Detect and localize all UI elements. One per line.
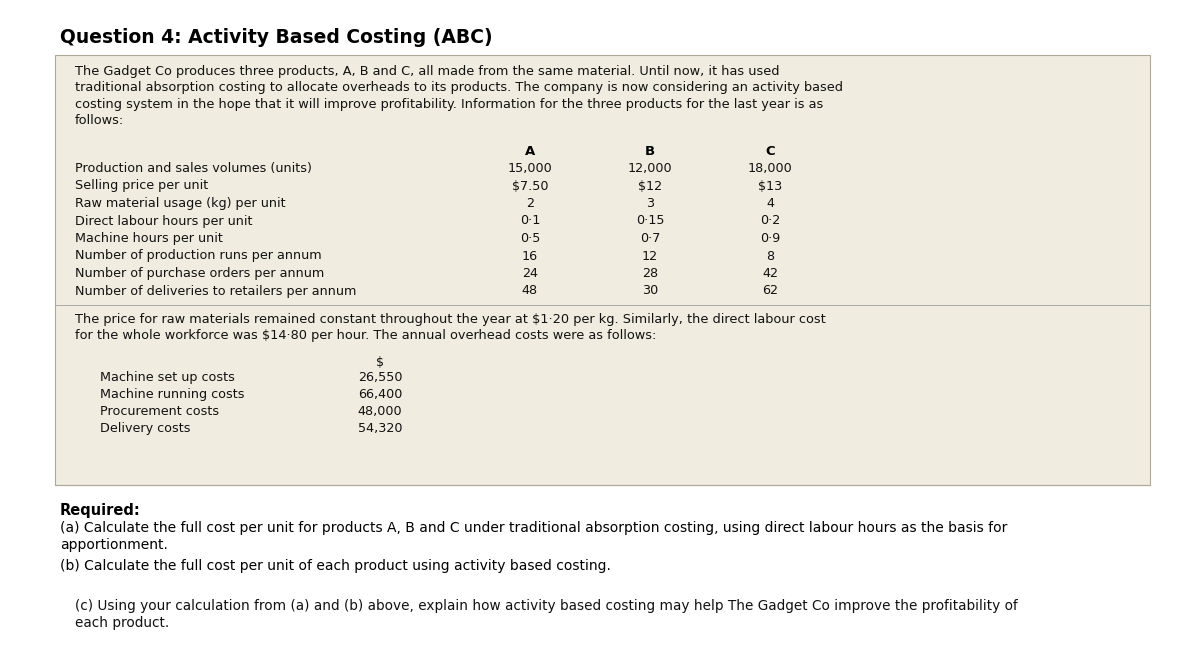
Text: apportionment.: apportionment. [60,538,168,552]
Text: 30: 30 [642,284,658,298]
Text: $12: $12 [638,180,662,192]
Text: Machine set up costs: Machine set up costs [100,371,235,384]
Text: Procurement costs: Procurement costs [100,405,220,418]
Text: 0·7: 0·7 [640,232,660,245]
Text: Question 4: Activity Based Costing (ABC): Question 4: Activity Based Costing (ABC) [60,28,493,47]
Text: 2: 2 [526,197,534,210]
Text: Required:: Required: [60,503,140,518]
Text: 3: 3 [646,197,654,210]
Text: (c) Using your calculation from (a) and (b) above, explain how activity based co: (c) Using your calculation from (a) and … [74,599,1018,613]
FancyBboxPatch shape [55,55,1150,485]
Text: 4: 4 [766,197,774,210]
Text: Raw material usage (kg) per unit: Raw material usage (kg) per unit [74,197,286,210]
Text: 18,000: 18,000 [748,162,792,175]
Text: 12,000: 12,000 [628,162,672,175]
Text: Direct labour hours per unit: Direct labour hours per unit [74,215,252,227]
Text: 0·5: 0·5 [520,232,540,245]
Text: The price for raw materials remained constant throughout the year at $1·20 per k: The price for raw materials remained con… [74,313,826,326]
Text: 12: 12 [642,249,658,263]
Text: 48: 48 [522,284,538,298]
Text: C: C [766,145,775,158]
Text: The Gadget Co produces three products, A, B and C, all made from the same materi: The Gadget Co produces three products, A… [74,65,780,78]
Text: 48,000: 48,000 [358,405,402,418]
Text: 0·15: 0·15 [636,215,665,227]
Text: 26,550: 26,550 [358,371,402,384]
Text: 42: 42 [762,267,778,280]
Text: $: $ [376,356,384,369]
Text: B: B [644,145,655,158]
Text: (a) Calculate the full cost per unit for products A, B and C under traditional a: (a) Calculate the full cost per unit for… [60,521,1007,535]
Text: 0·9: 0·9 [760,232,780,245]
Text: 16: 16 [522,249,538,263]
Text: each product.: each product. [74,616,169,630]
Text: $7.50: $7.50 [511,180,548,192]
Text: Production and sales volumes (units): Production and sales volumes (units) [74,162,312,175]
Text: 15,000: 15,000 [508,162,552,175]
Text: Machine hours per unit: Machine hours per unit [74,232,223,245]
Text: for the whole workforce was $14·80 per hour. The annual overhead costs were as f: for the whole workforce was $14·80 per h… [74,330,656,343]
Text: (b) Calculate the full cost per unit of each product using activity based costin: (b) Calculate the full cost per unit of … [60,559,611,573]
Text: follows:: follows: [74,115,125,127]
Text: Number of deliveries to retailers per annum: Number of deliveries to retailers per an… [74,284,356,298]
Text: traditional absorption costing to allocate overheads to its products. The compan: traditional absorption costing to alloca… [74,82,842,95]
Text: 0·1: 0·1 [520,215,540,227]
Text: Selling price per unit: Selling price per unit [74,180,209,192]
Text: Number of purchase orders per annum: Number of purchase orders per annum [74,267,324,280]
Text: costing system in the hope that it will improve profitability. Information for t: costing system in the hope that it will … [74,98,823,111]
Text: 62: 62 [762,284,778,298]
Text: 0·2: 0·2 [760,215,780,227]
Text: 66,400: 66,400 [358,388,402,401]
Text: $13: $13 [758,180,782,192]
Text: Delivery costs: Delivery costs [100,422,191,435]
Text: 24: 24 [522,267,538,280]
Text: 54,320: 54,320 [358,422,402,435]
Text: Machine running costs: Machine running costs [100,388,245,401]
Text: A: A [524,145,535,158]
Text: 8: 8 [766,249,774,263]
Text: Number of production runs per annum: Number of production runs per annum [74,249,322,263]
Text: 28: 28 [642,267,658,280]
